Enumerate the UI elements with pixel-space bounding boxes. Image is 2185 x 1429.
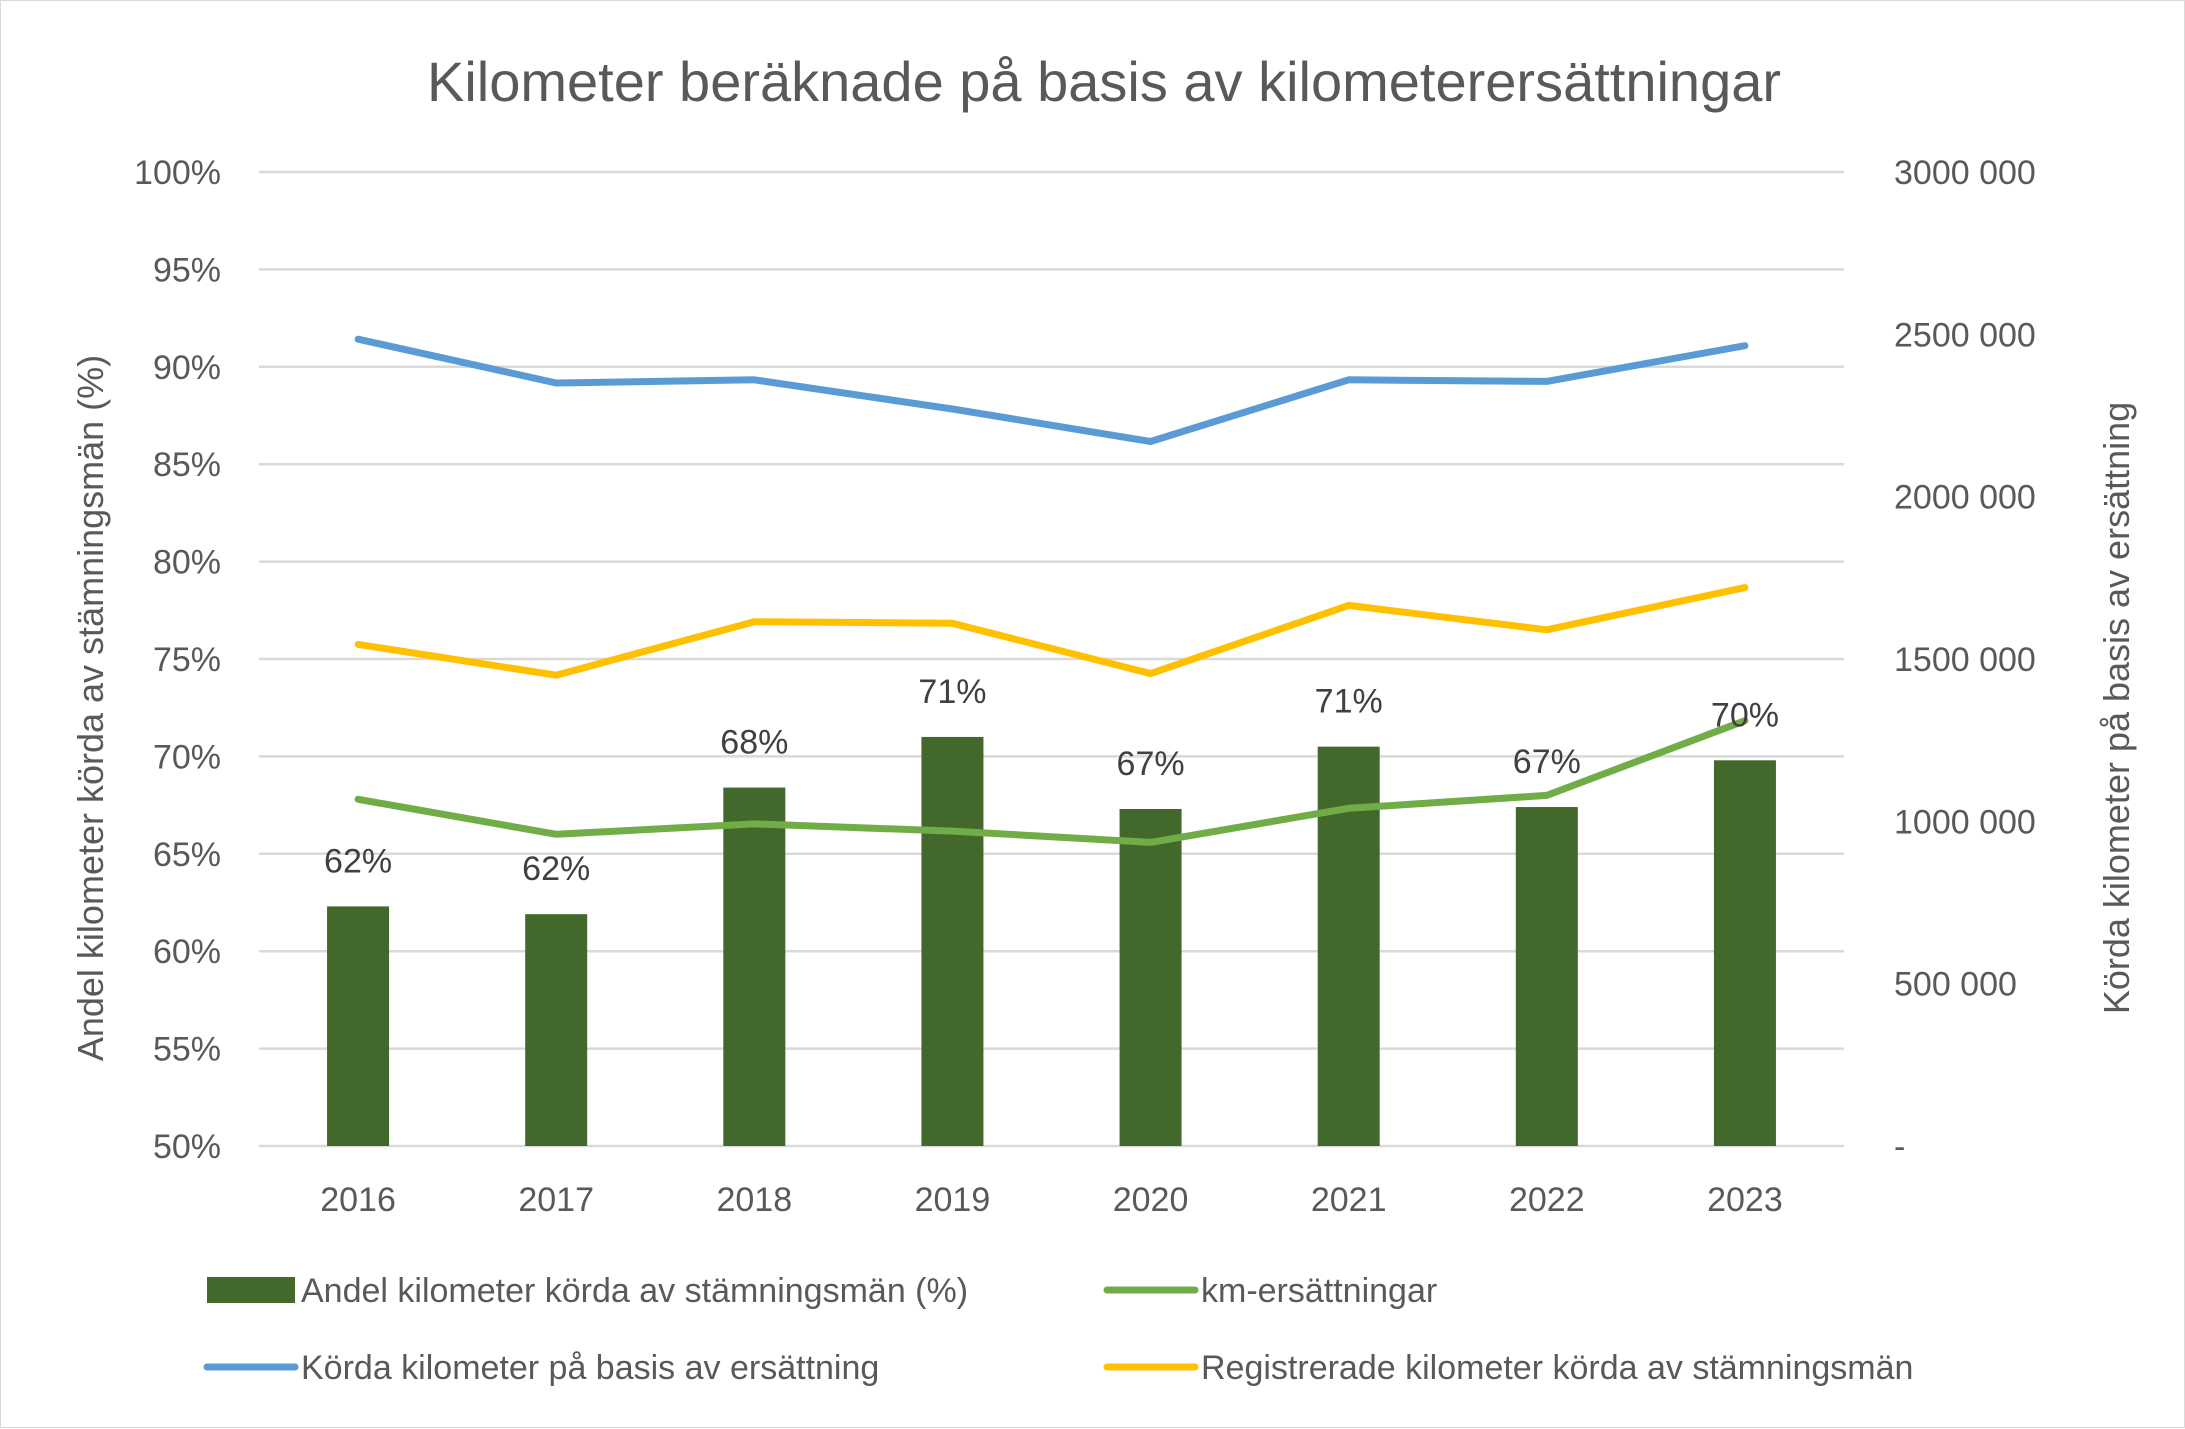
bar-data-label: 70% [1711,696,1779,734]
y-right-tick-label: 1500 000 [1894,641,2036,679]
bar-data-label: 68% [720,724,788,762]
y-right-tick-label: 2000 000 [1894,479,2036,517]
legend-swatch [207,1277,295,1303]
bar-data-label: 71% [918,673,986,711]
legend-label: Andel kilometer körda av stämningsmän (%… [301,1272,968,1310]
bar [1119,808,1182,1146]
line-series [354,335,1749,846]
bar [723,787,786,1146]
bar-data-label: 67% [1117,745,1185,783]
x-tick-label: 2022 [1509,1181,1585,1219]
y-left-tick-label: 75% [153,641,221,679]
y-left-tick-label: 70% [153,738,221,776]
series-line [354,717,1749,846]
bar [525,914,588,1146]
y-right-tick-label: 1000 000 [1894,803,2036,841]
axis-ticks: 50% 55% 60% 65% 70% 75% 80% 85% 90% 95% 100% - 500 0… [134,154,2036,1219]
x-tick-label: 2018 [716,1181,792,1219]
bar-data-label: 67% [1513,743,1581,781]
y-axis-left-title: Andel kilometer körda av stämningsmän (%… [70,355,111,1061]
y-right-tick-label: - [1894,1128,1905,1166]
chart-title: Kilometer beräknade på basis av kilomete… [427,50,1781,113]
bar-data-label: 62% [522,850,590,888]
y-right-tick-label: 3000 000 [1894,154,2036,192]
x-tick-label: 2019 [915,1181,991,1219]
legend-label: Körda kilometer på basis av ersättning [301,1349,879,1387]
y-left-tick-label: 80% [153,544,221,582]
bar-series [327,736,1776,1146]
legend-label: km-ersättningar [1201,1272,1437,1310]
x-tick-label: 2021 [1311,1181,1387,1219]
y-axis-right-title: Körda kilometer på basis av ersättning [2096,402,2137,1014]
y-left-tick-label: 85% [153,446,221,484]
y-left-tick-label: 55% [153,1031,221,1069]
y-left-tick-label: 65% [153,836,221,874]
x-tick-label: 2020 [1113,1181,1189,1219]
bar [1515,807,1578,1146]
y-right-tick-label: 500 000 [1894,966,2017,1004]
gridlines [259,170,1844,1148]
legend-label: Registrerade kilometer körda av stämning… [1201,1349,1913,1387]
series-line [354,335,1749,445]
series-line [354,584,1749,679]
bar [921,736,984,1146]
y-right-tick-label: 2500 000 [1894,316,2036,354]
y-left-tick-label: 50% [153,1128,221,1166]
x-tick-label: 2016 [320,1181,396,1219]
y-left-tick-label: 90% [153,349,221,387]
bar [1713,760,1776,1146]
y-left-tick-label: 95% [153,251,221,289]
bar-data-label: 71% [1315,683,1383,721]
y-left-tick-label: 60% [153,933,221,971]
bar [327,906,390,1146]
data-labels: 62% 62% 68% 71% 67% 71% 67% 70% [324,673,1779,888]
y-left-tick-label: 100% [134,154,221,192]
x-tick-label: 2023 [1707,1181,1783,1219]
x-tick-label: 2017 [518,1181,594,1219]
bar-data-label: 62% [324,842,392,880]
legend: Andel kilometer körda av stämningsmän (%… [203,1272,1913,1387]
